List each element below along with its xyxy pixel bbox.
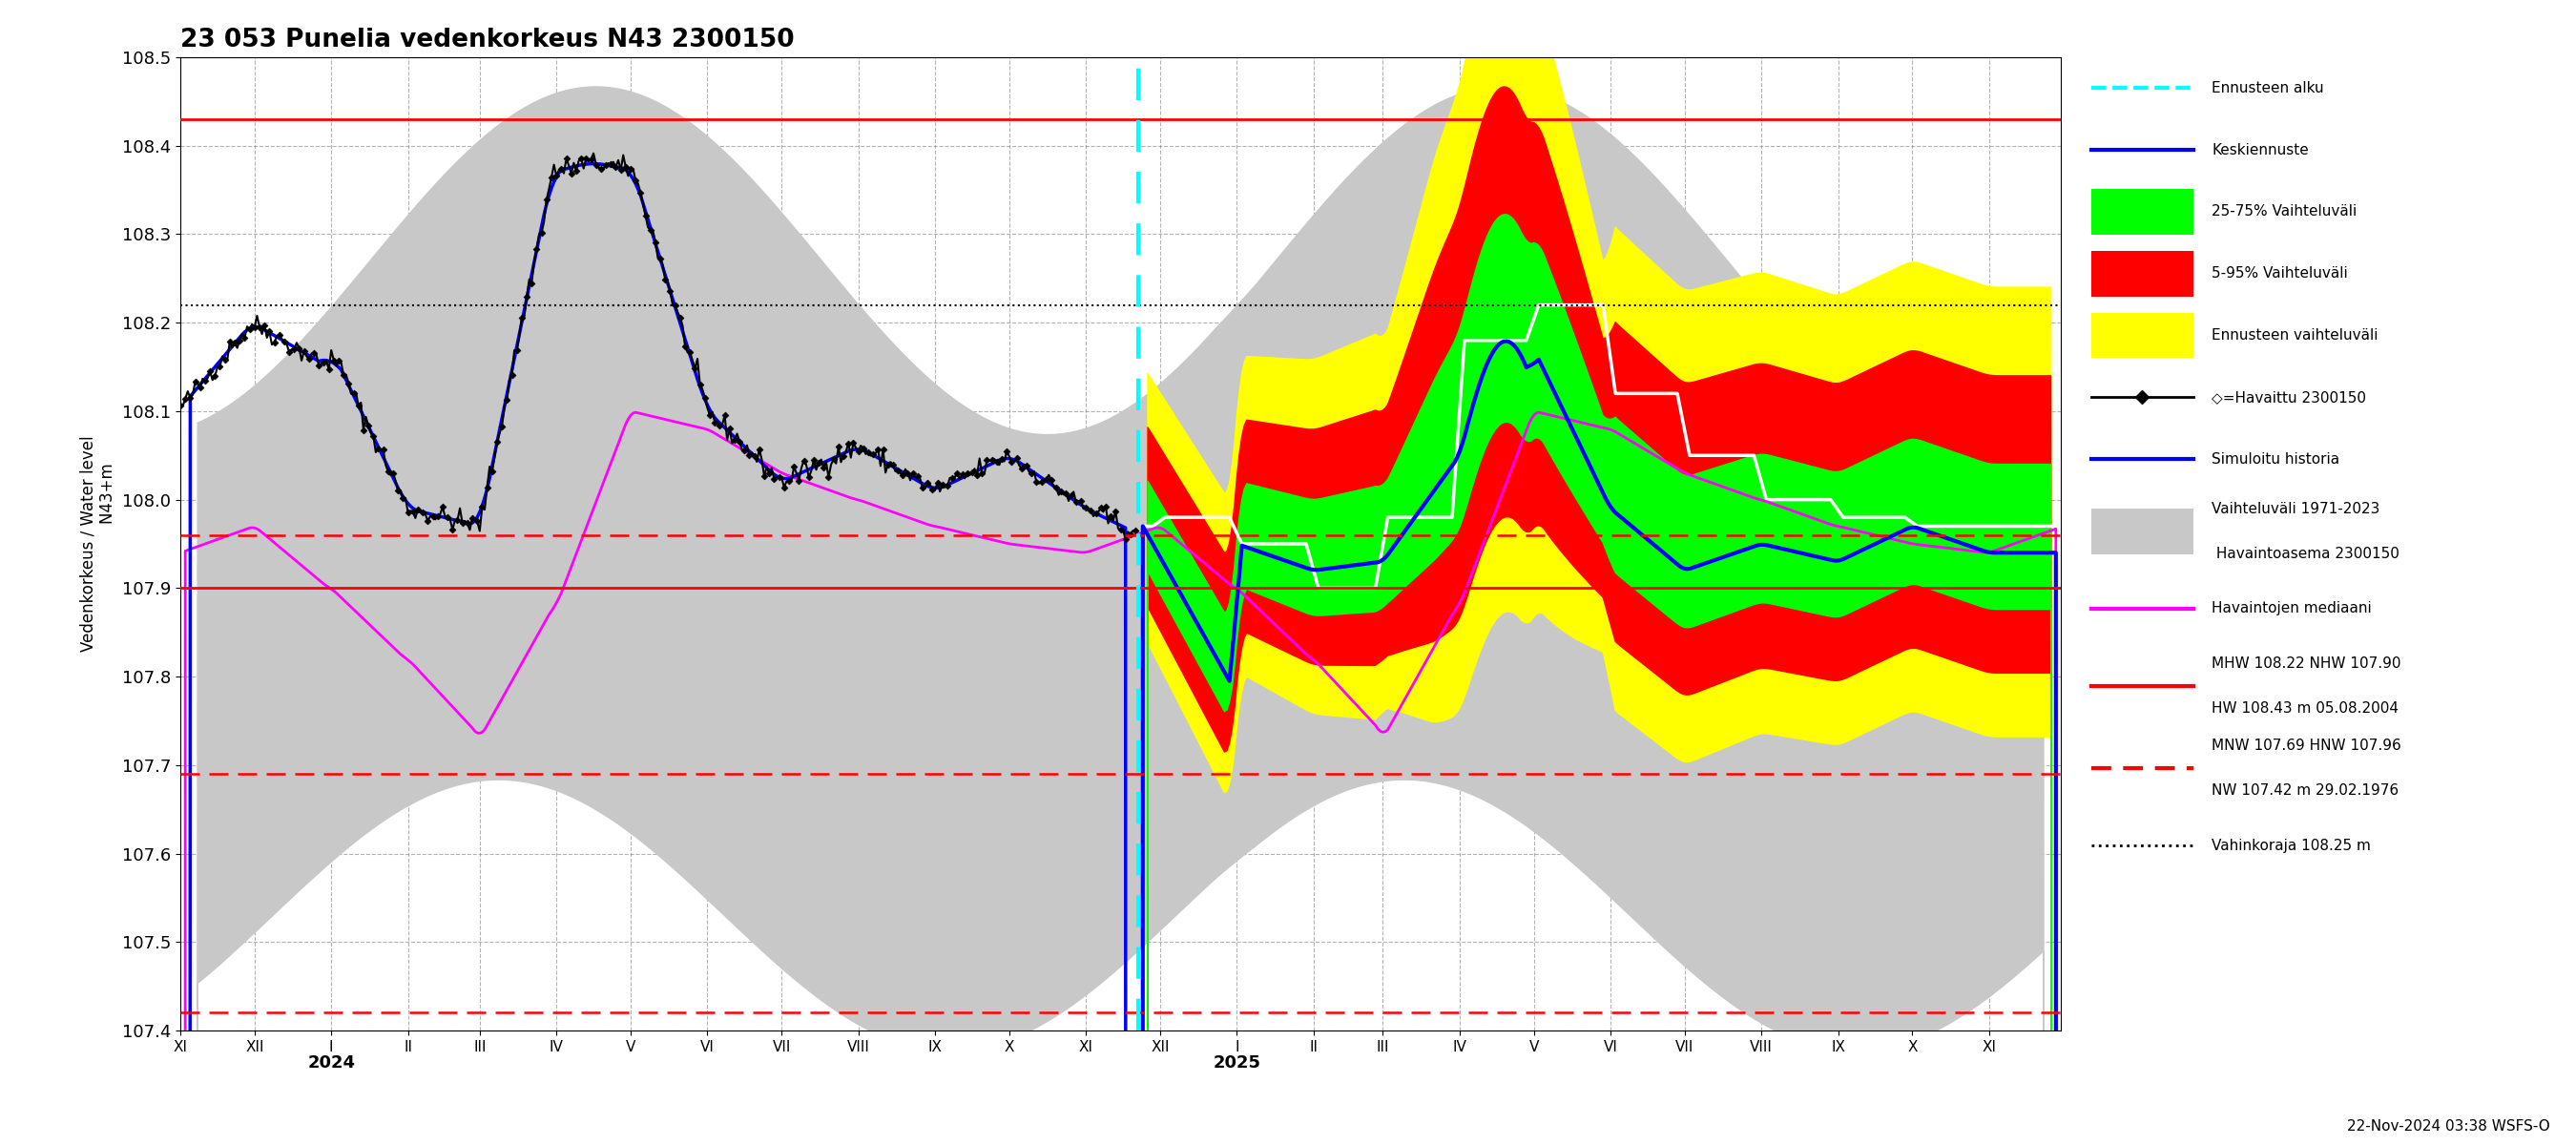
Text: Havaintojen mediaani: Havaintojen mediaani [2213,601,2372,616]
Text: NW 107.42 m 29.02.1976: NW 107.42 m 29.02.1976 [2213,784,2398,798]
Text: ◇=Havaittu 2300150: ◇=Havaittu 2300150 [2213,390,2367,404]
FancyBboxPatch shape [2092,189,2192,235]
Text: Simuloitu historia: Simuloitu historia [2213,452,2339,466]
Text: Havaintoasema 2300150: Havaintoasema 2300150 [2213,547,2401,561]
Y-axis label: Vedenkorkeus / Water level
                    N43+m: Vedenkorkeus / Water level N43+m [80,436,116,652]
Text: 5-95% Vaihteluväli: 5-95% Vaihteluväli [2213,267,2347,281]
Text: Vaihteluväli 1971-2023: Vaihteluväli 1971-2023 [2213,502,2380,515]
Text: 2025: 2025 [1213,1055,1260,1072]
Text: 25-75% Vaihteluväli: 25-75% Vaihteluväli [2213,205,2357,219]
Text: MNW 107.69 HNW 107.96: MNW 107.69 HNW 107.96 [2213,739,2401,752]
FancyBboxPatch shape [2092,251,2192,297]
FancyBboxPatch shape [2092,313,2192,358]
Text: Ennusteen alku: Ennusteen alku [2213,81,2324,95]
Text: 22-Nov-2024 03:38 WSFS-O: 22-Nov-2024 03:38 WSFS-O [2347,1120,2550,1134]
Text: Keskiennuste: Keskiennuste [2213,143,2308,157]
Text: MHW 108.22 NHW 107.90: MHW 108.22 NHW 107.90 [2213,656,2401,670]
Text: HW 108.43 m 05.08.2004: HW 108.43 m 05.08.2004 [2213,702,2398,716]
Text: 23 053 Punelia vedenkorkeus N43 2300150: 23 053 Punelia vedenkorkeus N43 2300150 [180,27,793,53]
Text: Ennusteen vaihteluväli: Ennusteen vaihteluväli [2213,329,2378,342]
FancyBboxPatch shape [2092,508,2192,554]
Text: Vahinkoraja 108.25 m: Vahinkoraja 108.25 m [2213,838,2370,853]
Text: 2024: 2024 [307,1055,355,1072]
